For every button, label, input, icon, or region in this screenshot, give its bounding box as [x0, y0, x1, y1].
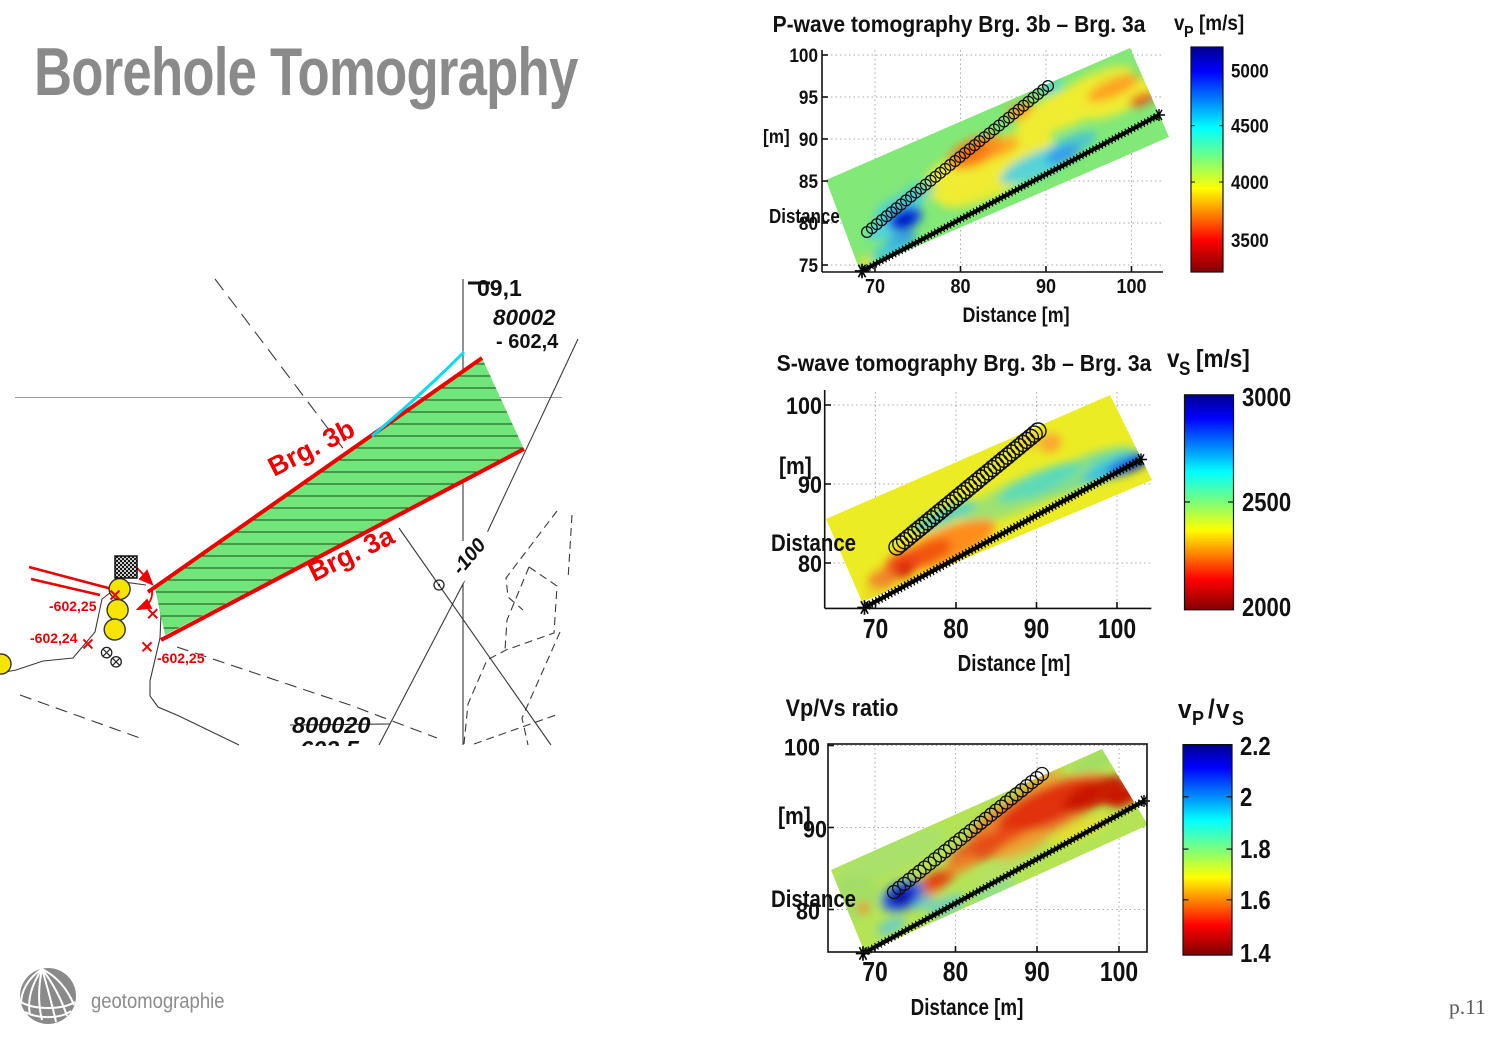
- svg-text:Distance [m]: Distance [m]: [962, 304, 1069, 328]
- svg-text:[m]: [m]: [778, 803, 811, 830]
- svg-text:800020: 800020: [292, 712, 370, 738]
- svg-text:100: 100: [789, 44, 818, 66]
- svg-text:70: 70: [865, 276, 885, 298]
- svg-text:v: v: [1178, 695, 1192, 724]
- svg-text:90: 90: [1036, 276, 1056, 298]
- svg-text:S-wave tomography Brg. 3b – Br: S-wave tomography Brg. 3b – Brg. 3a: [777, 350, 1152, 376]
- svg-text:80002: 80002: [493, 305, 556, 330]
- svg-text:P-wave tomography Brg. 3b – Br: P-wave tomography Brg. 3b – Brg. 3a: [773, 11, 1146, 37]
- svg-text:[m/s]: [m/s]: [1196, 345, 1250, 373]
- svg-text:1.8: 1.8: [1240, 835, 1271, 864]
- svg-text:2.2: 2.2: [1240, 732, 1271, 761]
- svg-text:-602,24: -602,24: [30, 630, 78, 646]
- svg-text:100: 100: [786, 392, 822, 420]
- svg-text:1.4: 1.4: [1240, 939, 1271, 968]
- svg-text:602,5: 602,5: [300, 736, 360, 762]
- svg-text:4000: 4000: [1231, 171, 1269, 193]
- svg-text:80: 80: [799, 212, 818, 234]
- svg-text:Distance: Distance: [771, 529, 856, 556]
- svg-text:P: P: [1184, 23, 1194, 41]
- svg-text:90: 90: [803, 815, 827, 843]
- svg-text:4500: 4500: [1231, 115, 1269, 137]
- svg-text:S: S: [1232, 708, 1244, 730]
- svg-text:geotomographie: geotomographie: [91, 990, 224, 1013]
- svg-text:1.6: 1.6: [1240, 886, 1271, 915]
- svg-text:[m/s]: [m/s]: [1199, 12, 1244, 35]
- svg-text:90: 90: [1024, 614, 1050, 645]
- svg-text:/: /: [1208, 695, 1215, 724]
- svg-text:70: 70: [863, 614, 889, 645]
- svg-text:2000: 2000: [1242, 593, 1291, 622]
- svg-text:100: 100: [1098, 614, 1136, 645]
- svg-text:2500: 2500: [1242, 488, 1291, 517]
- svg-text:80: 80: [798, 550, 822, 578]
- svg-text:85: 85: [799, 170, 818, 192]
- svg-text:v: v: [1174, 12, 1185, 35]
- svg-text:80: 80: [943, 614, 969, 645]
- svg-text:-602,25: -602,25: [157, 650, 205, 666]
- svg-text:100: 100: [1100, 957, 1138, 988]
- svg-text:80: 80: [950, 276, 970, 298]
- svg-text:90: 90: [799, 128, 818, 150]
- svg-text:2: 2: [1240, 783, 1252, 812]
- svg-text:3500: 3500: [1231, 229, 1269, 251]
- svg-text:p.11: p.11: [1449, 995, 1486, 1019]
- svg-text:[m]: [m]: [779, 453, 812, 480]
- svg-text:5000: 5000: [1231, 59, 1269, 81]
- svg-text:90: 90: [1024, 957, 1050, 988]
- svg-text:Distance: Distance: [771, 885, 856, 912]
- svg-text:09,1: 09,1: [477, 275, 522, 301]
- svg-text:-602,25: -602,25: [49, 598, 97, 614]
- svg-text:95: 95: [799, 86, 818, 108]
- svg-text:v: v: [1216, 695, 1230, 724]
- svg-text:80: 80: [796, 897, 820, 925]
- svg-text:75: 75: [799, 254, 818, 276]
- svg-text:3000: 3000: [1242, 383, 1291, 412]
- svg-text:80: 80: [943, 957, 969, 988]
- svg-text:Borehole Tomography: Borehole Tomography: [34, 34, 578, 110]
- svg-text:100: 100: [1116, 276, 1146, 298]
- svg-text:[m]: [m]: [763, 125, 790, 147]
- svg-text:Vp/Vs ratio: Vp/Vs ratio: [786, 694, 899, 721]
- svg-text:S: S: [1179, 358, 1190, 379]
- svg-text:100: 100: [784, 733, 820, 761]
- svg-text:70: 70: [862, 957, 888, 988]
- svg-text:v: v: [1167, 345, 1180, 373]
- svg-text:Distance [m]: Distance [m]: [911, 994, 1024, 1021]
- svg-text:90: 90: [798, 471, 822, 499]
- svg-text:- 602,4: - 602,4: [496, 331, 559, 353]
- svg-text:Distance [m]: Distance [m]: [958, 650, 1071, 677]
- svg-text:P: P: [1192, 708, 1204, 730]
- svg-text:Distance: Distance: [769, 205, 840, 228]
